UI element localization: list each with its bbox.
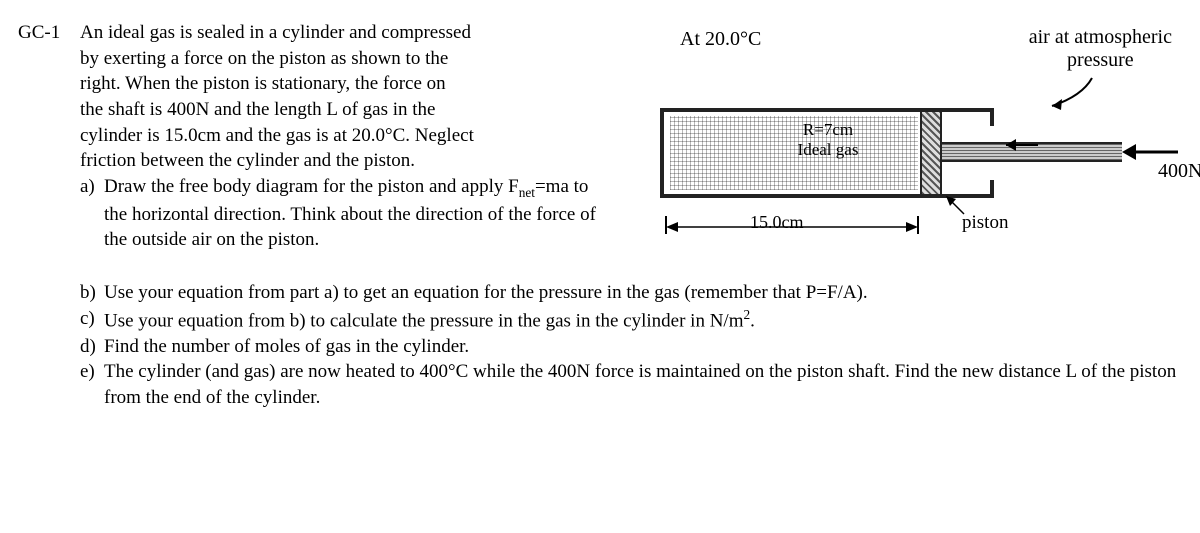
air-label-line2: pressure xyxy=(1067,49,1134,71)
part-letter: e) xyxy=(80,359,104,410)
part-letter: c) xyxy=(80,306,104,334)
stem-line: An ideal gas is sealed in a cylinder and… xyxy=(80,20,600,46)
air-arrow-icon xyxy=(1042,76,1102,116)
part-text: Use your equation from part a) to get an… xyxy=(104,280,1182,306)
problem-stem: An ideal gas is sealed in a cylinder and… xyxy=(80,20,600,174)
force-label: 400N xyxy=(1158,158,1200,185)
part-text: Find the number of moles of gas in the c… xyxy=(104,334,1182,360)
part-e: e) The cylinder (and gas) are now heated… xyxy=(80,359,1182,410)
stem-line: the shaft is 400N and the length L of ga… xyxy=(80,97,600,123)
figure: At 20.0°C air at atmospheric pressure R=… xyxy=(600,20,1182,280)
problem-label: GC-1 xyxy=(18,20,80,46)
inward-arrow-icon xyxy=(1000,136,1040,154)
part-a-head: Draw the free body diagram for the pisto… xyxy=(104,176,519,197)
temperature-label: At 20.0°C xyxy=(680,26,761,53)
radius-label: R=7cm xyxy=(803,120,853,139)
piston-label: piston xyxy=(962,210,1008,236)
gas-label: Ideal gas xyxy=(798,140,859,159)
piston-head xyxy=(920,110,942,196)
part-c-tail: . xyxy=(750,310,755,331)
gas-text: R=7cm Ideal gas xyxy=(738,120,918,159)
part-b: b) Use your equation from part a) to get… xyxy=(80,280,1182,306)
part-a: a) Draw the free body diagram for the pi… xyxy=(80,174,600,253)
part-text: Use your equation from b) to calculate t… xyxy=(104,306,1182,334)
part-a-sub: net xyxy=(519,185,535,200)
part-d: d) Find the number of moles of gas in th… xyxy=(80,334,1182,360)
stem-line: right. When the piston is stationary, th… xyxy=(80,71,600,97)
air-label-line1: air at atmospheric xyxy=(1029,26,1172,48)
air-label: air at atmospheric pressure xyxy=(1029,26,1172,72)
length-label: 15.0cm xyxy=(750,210,804,234)
part-text: Draw the free body diagram for the pisto… xyxy=(104,174,600,253)
part-letter: a) xyxy=(80,174,104,253)
stem-line: friction between the cylinder and the pi… xyxy=(80,148,600,174)
part-letter: d) xyxy=(80,334,104,360)
part-letter: b) xyxy=(80,280,104,306)
stem-line: cylinder is 15.0cm and the gas is at 20.… xyxy=(80,123,600,149)
part-c-head: Use your equation from b) to calculate t… xyxy=(104,310,743,331)
part-c: c) Use your equation from b) to calculat… xyxy=(80,306,1182,334)
part-text: The cylinder (and gas) are now heated to… xyxy=(104,359,1182,410)
stem-line: by exerting a force on the piston as sho… xyxy=(80,46,600,72)
